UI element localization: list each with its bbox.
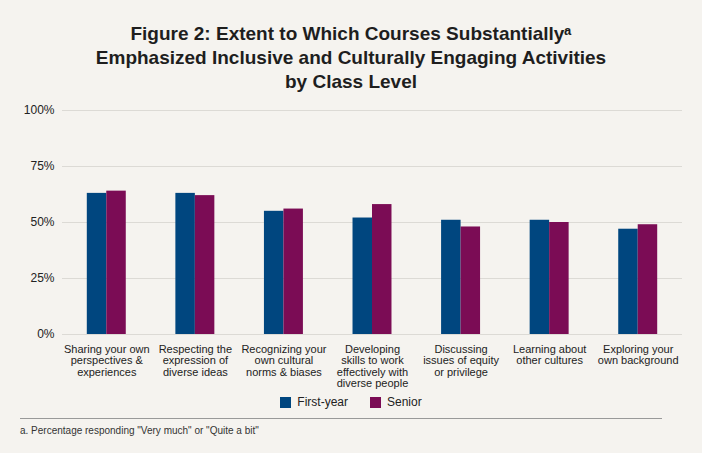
svg-text:100%: 100% [24, 103, 55, 117]
html-text:a. Percentage responding "Very: a. Percentage responding "Very much" or … [20, 425, 259, 436]
svg-text:Respecting theexpression ofdiv: Respecting theexpression ofdiverse ideas [159, 343, 232, 378]
svg-text:50%: 50% [30, 215, 54, 229]
html-text:First-year: First-year [297, 395, 348, 409]
svg-text:Sharing your ownperspectives &: Sharing your ownperspectives &experience… [64, 343, 150, 378]
svg-text:25%: 25% [30, 271, 54, 285]
svg-text:0%: 0% [37, 327, 55, 341]
svg-text:Discussingissues of equityor p: Discussingissues of equityor privilege [423, 343, 499, 378]
svg-text:Exploring yourown background: Exploring yourown background [598, 343, 679, 367]
svg-text:Developingskills to workeffect: Developingskills to workeffectively with… [337, 343, 409, 390]
svg-text:Learning aboutother cultures: Learning aboutother cultures [513, 343, 586, 367]
svg-text:75%: 75% [30, 159, 54, 173]
html-text:Senior: Senior [387, 395, 422, 409]
html-text:Figure 2: Extent to Which Cour: Figure 2: Extent to Which Courses Substa… [95, 23, 607, 92]
svg-text:Recognizing yourown culturalno: Recognizing yourown culturalnorms & bias… [241, 343, 326, 378]
